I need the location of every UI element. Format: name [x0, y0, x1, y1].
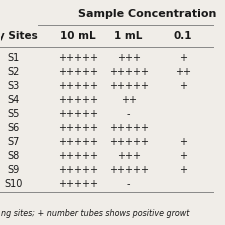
- Text: S5: S5: [7, 109, 20, 119]
- Text: +++++: +++++: [58, 109, 98, 119]
- Text: S6: S6: [7, 123, 20, 133]
- Text: +++++: +++++: [108, 67, 148, 77]
- Text: +: +: [179, 165, 187, 175]
- Text: +++: +++: [117, 151, 141, 161]
- Text: S9: S9: [7, 165, 20, 175]
- Text: +++++: +++++: [58, 137, 98, 147]
- Text: +: +: [179, 137, 187, 147]
- Text: -: -: [127, 109, 130, 119]
- Text: ng sites; + number tubes shows positive growt: ng sites; + number tubes shows positive …: [1, 209, 190, 218]
- Text: +: +: [179, 81, 187, 91]
- Text: Sample Concentration: Sample Concentration: [78, 9, 216, 19]
- Text: +++++: +++++: [108, 81, 148, 91]
- Text: S10: S10: [4, 179, 23, 189]
- Text: 1 mL: 1 mL: [114, 31, 143, 41]
- Text: +++++: +++++: [58, 123, 98, 133]
- Text: +++++: +++++: [58, 151, 98, 161]
- Text: +++++: +++++: [58, 165, 98, 175]
- Text: S4: S4: [7, 95, 20, 105]
- Text: S1: S1: [7, 53, 20, 63]
- Text: +++++: +++++: [58, 95, 98, 105]
- Text: S7: S7: [7, 137, 20, 147]
- Text: +++++: +++++: [58, 67, 98, 77]
- Text: ++: ++: [121, 95, 137, 105]
- Text: S3: S3: [7, 81, 20, 91]
- Text: +++++: +++++: [58, 179, 98, 189]
- Text: 0.1: 0.1: [174, 31, 192, 41]
- Text: +: +: [179, 151, 187, 161]
- Text: +++++: +++++: [108, 137, 148, 147]
- Text: +++++: +++++: [108, 165, 148, 175]
- Text: ++: ++: [175, 67, 191, 77]
- Text: +: +: [179, 53, 187, 63]
- Text: -: -: [127, 179, 130, 189]
- Text: +++++: +++++: [58, 53, 98, 63]
- Text: +++: +++: [117, 53, 141, 63]
- Text: 10 mL: 10 mL: [60, 31, 96, 41]
- Text: y Sites: y Sites: [0, 31, 37, 41]
- Text: +++++: +++++: [58, 81, 98, 91]
- Text: S8: S8: [7, 151, 20, 161]
- Text: +++++: +++++: [108, 123, 148, 133]
- Text: S2: S2: [7, 67, 20, 77]
